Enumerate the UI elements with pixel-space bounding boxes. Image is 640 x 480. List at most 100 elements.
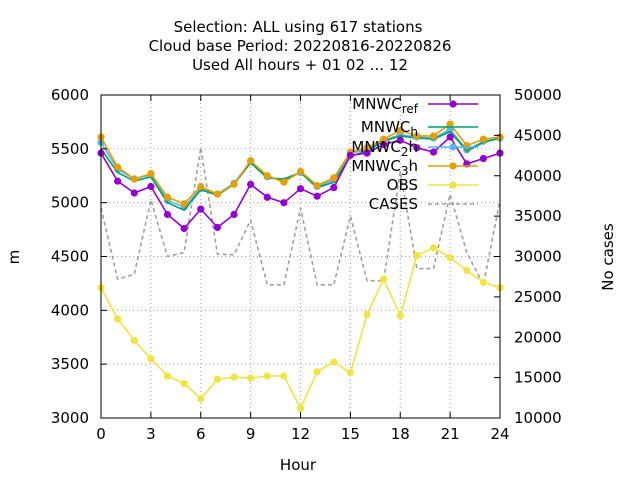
data-point: [413, 251, 421, 260]
data-point: [247, 157, 255, 165]
data-point: [163, 193, 172, 201]
data-point: [463, 266, 471, 275]
data-point: [280, 199, 288, 207]
data-point: [163, 372, 172, 380]
y-tick-label: 3500: [51, 355, 89, 373]
x-tick-label: 6: [196, 425, 206, 443]
legend-marker: [449, 100, 457, 108]
legend-item: OBS: [387, 176, 478, 194]
data-point: [163, 210, 172, 219]
data-point: [429, 132, 438, 140]
data-point: [230, 373, 238, 381]
series-line: [100, 136, 501, 230]
series-mnwc-ref: [97, 133, 504, 233]
data-point: [147, 355, 155, 363]
data-point: [197, 182, 205, 191]
x-tick-label: 0: [96, 425, 106, 443]
series-cases: [100, 146, 501, 286]
data-point: [213, 375, 221, 383]
data-point: [114, 177, 122, 185]
data-point: [413, 144, 421, 152]
x-tick-label: 15: [341, 425, 360, 443]
y2-tick-label: 30000: [514, 248, 562, 266]
data-point: [330, 358, 338, 366]
title-line-1: Selection: ALL using 617 stations: [174, 18, 423, 36]
data-point: [197, 205, 205, 213]
legend-label: MNWC2h: [351, 138, 418, 159]
data-point: [363, 144, 371, 152]
data-point: [213, 223, 221, 232]
data-point: [296, 185, 305, 193]
data-point: [197, 395, 205, 403]
legend-label: OBS: [387, 176, 418, 194]
axis-ticks: [100, 94, 501, 419]
legend-label: MNWCref: [352, 95, 419, 116]
series-layer: [97, 120, 504, 412]
data-point: [296, 167, 305, 176]
data-point: [180, 224, 188, 233]
y2-tick-label: 10000: [514, 409, 562, 427]
data-point: [380, 275, 388, 283]
data-point: [446, 133, 454, 141]
legend-item: CASES: [369, 195, 478, 213]
y-tick-label: 6000: [51, 86, 89, 104]
data-point: [263, 172, 271, 180]
y2-tick-label: 25000: [514, 288, 562, 306]
data-point: [363, 149, 371, 157]
y2-tick-label: 20000: [514, 328, 562, 346]
x-tick-label: 21: [441, 425, 460, 443]
data-point: [114, 163, 122, 171]
data-point: [479, 135, 487, 143]
series-mnwc-3h: [97, 120, 504, 208]
data-point: [130, 336, 138, 345]
data-point: [463, 142, 471, 150]
data-point: [346, 369, 354, 377]
legend-item: MNWC3h: [351, 157, 478, 178]
data-point: [396, 136, 404, 144]
x-tick-label: 9: [246, 425, 256, 443]
x-tick-label: 18: [391, 425, 410, 443]
data-point: [479, 154, 487, 163]
data-point: [396, 126, 404, 135]
data-point: [130, 175, 138, 183]
data-point: [330, 174, 338, 182]
legend-item: MNWCh: [361, 118, 478, 139]
legend-label: MNWCh: [361, 118, 418, 139]
y2-tick-label: 45000: [514, 126, 562, 144]
data-point: [330, 183, 338, 192]
data-point: [296, 404, 305, 412]
chart-title: Selection: ALL using 617 stations Cloud …: [149, 18, 452, 74]
legend-marker: [449, 181, 457, 189]
data-point: [114, 315, 122, 323]
legend-marker: [449, 162, 457, 170]
data-point: [263, 193, 271, 201]
legend-item: MNWCref: [352, 95, 478, 116]
data-point: [313, 368, 321, 376]
data-point: [363, 311, 371, 319]
title-line-2: Cloud base Period: 20220816-20220826: [149, 37, 452, 55]
data-point: [180, 200, 188, 208]
data-point: [429, 148, 438, 156]
x-tick-label: 24: [490, 425, 509, 443]
legend-label: CASES: [369, 195, 418, 213]
data-point: [230, 180, 238, 188]
axis-tick-labels: 0 3 6 9 12 15 18 21 24 3000 3500 4000 4500 5000 5500 60…: [51, 86, 562, 443]
data-point: [446, 120, 454, 128]
y-tick-label: 5500: [51, 140, 89, 158]
data-point: [147, 182, 155, 191]
y-tick-label: 4000: [51, 301, 89, 319]
data-point: [280, 372, 288, 380]
series-line: [100, 146, 501, 286]
x-tick-label: 3: [146, 425, 156, 443]
y2-tick-label: 50000: [514, 86, 562, 104]
data-point: [479, 278, 487, 286]
data-point: [313, 181, 321, 190]
data-point: [180, 379, 188, 388]
data-point: [446, 253, 454, 262]
y2-tick-label: 15000: [514, 369, 562, 387]
legend-item: MNWC2h: [351, 138, 478, 159]
data-point: [380, 140, 388, 149]
x-tick-label: 12: [291, 425, 310, 443]
data-point: [247, 180, 255, 188]
